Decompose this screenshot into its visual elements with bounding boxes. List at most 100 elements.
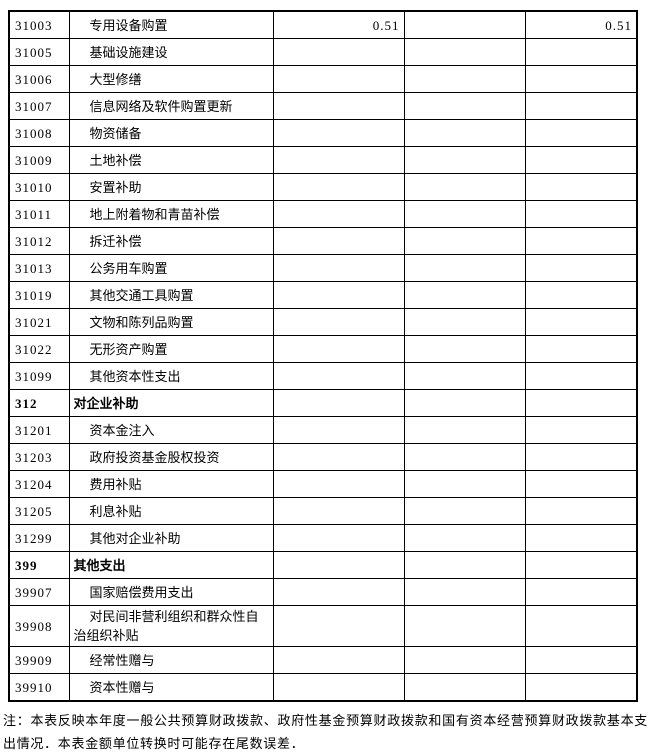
value-cell-1 [272,362,405,390]
value-cell-1 [272,146,405,174]
name-cell: 土地补偿 [68,146,274,174]
value-cell-2 [403,65,526,93]
name-cell: 公务用车购置 [68,254,274,282]
value-cell-2 [403,92,526,120]
code-cell: 31007 [8,92,70,120]
value-cell-2 [403,443,526,471]
name-cell: 信息网络及软件购置更新 [68,92,274,120]
value-cell-1: 0.51 [272,10,405,39]
value-cell-1 [272,605,405,647]
value-cell-3 [524,673,638,702]
value-cell-3 [524,578,638,606]
value-cell-1 [272,416,405,444]
name-cell: 其他交通工具购置 [68,281,274,309]
value-cell-1 [272,38,405,66]
value-cell-3 [524,227,638,255]
name-cell: 其他支出 [68,551,274,579]
value-cell-1 [272,578,405,606]
table-row: 312 对企业补助 [8,389,638,417]
code-cell: 39907 [8,578,70,606]
code-cell: 31013 [8,254,70,282]
table-row: 31203 政府投资基金股权投资 [8,443,638,471]
value-cell-1 [272,173,405,201]
table-row: 39909 经常性赠与 [8,646,638,674]
name-cell: 利息补贴 [68,497,274,525]
value-cell-2 [403,578,526,606]
code-cell: 31021 [8,308,70,336]
name-cell: 安置补助 [68,173,274,201]
code-cell: 31003 [8,10,70,39]
value-cell-1 [272,389,405,417]
value-cell-1 [272,335,405,363]
value-cell-1 [272,524,405,552]
value-cell-1 [272,551,405,579]
table-row: 39908 对民间非营利组织和群众性自治组织补贴 [8,605,638,647]
name-cell: 经常性赠与 [68,646,274,674]
economic-classification-table: 31003 专用设备购置 0.51 0.51 31005 基础设施建设 3100… [8,10,638,702]
value-cell-3 [524,308,638,336]
code-cell: 31205 [8,497,70,525]
value-cell-1 [272,227,405,255]
value-cell-2 [403,146,526,174]
table-row: 399 其他支出 [8,551,638,579]
table-row: 31205 利息补贴 [8,497,638,525]
value-cell-3 [524,335,638,363]
value-cell-3 [524,605,638,647]
table-row: 31013 公务用车购置 [8,254,638,282]
name-cell: 其他对企业补助 [68,524,274,552]
code-cell: 31011 [8,200,70,228]
name-cell: 物资储备 [68,119,274,147]
name-cell: 文物和陈列品购置 [68,308,274,336]
value-cell-3 [524,646,638,674]
value-cell-2 [403,10,526,39]
value-cell-3 [524,254,638,282]
code-cell: 31005 [8,38,70,66]
code-cell: 31006 [8,65,70,93]
value-cell-1 [272,497,405,525]
table-row: 31005 基础设施建设 [8,38,638,66]
code-cell: 31299 [8,524,70,552]
value-cell-3 [524,281,638,309]
value-cell-1 [272,119,405,147]
code-cell: 31019 [8,281,70,309]
value-cell-3 [524,119,638,147]
value-cell-1 [272,673,405,702]
value-cell-1 [272,308,405,336]
name-cell: 其他资本性支出 [68,362,274,390]
budget-document-page: 31003 专用设备购置 0.51 0.51 31005 基础设施建设 3100… [0,10,650,751]
table-row: 31012 拆迁补偿 [8,227,638,255]
value-cell-3 [524,551,638,579]
value-cell-2 [403,389,526,417]
value-cell-2 [403,605,526,647]
name-cell: 基础设施建设 [68,38,274,66]
value-cell-2 [403,362,526,390]
value-cell-3 [524,416,638,444]
value-cell-1 [272,200,405,228]
value-cell-2 [403,551,526,579]
table-body: 31003 专用设备购置 0.51 0.51 31005 基础设施建设 3100… [8,10,638,702]
code-cell: 31008 [8,119,70,147]
value-cell-2 [403,119,526,147]
code-cell: 39908 [8,605,70,647]
table-row: 31299 其他对企业补助 [8,524,638,552]
code-cell: 31010 [8,173,70,201]
table-row: 39907 国家赔偿费用支出 [8,578,638,606]
name-cell: 对企业补助 [68,389,274,417]
value-cell-3 [524,524,638,552]
table-row: 31009 土地补偿 [8,146,638,174]
name-cell: 专用设备购置 [68,10,274,39]
table-row: 31003 专用设备购置 0.51 0.51 [8,10,638,39]
name-cell: 拆迁补偿 [68,227,274,255]
value-cell-3 [524,65,638,93]
value-cell-1 [272,254,405,282]
name-cell: 资本金注入 [68,416,274,444]
value-cell-2 [403,254,526,282]
value-cell-2 [403,524,526,552]
name-cell: 国家赔偿费用支出 [68,578,274,606]
code-cell: 31204 [8,470,70,498]
value-cell-3 [524,443,638,471]
value-cell-1 [272,443,405,471]
value-cell-3 [524,92,638,120]
value-cell-2 [403,335,526,363]
value-cell-1 [272,92,405,120]
